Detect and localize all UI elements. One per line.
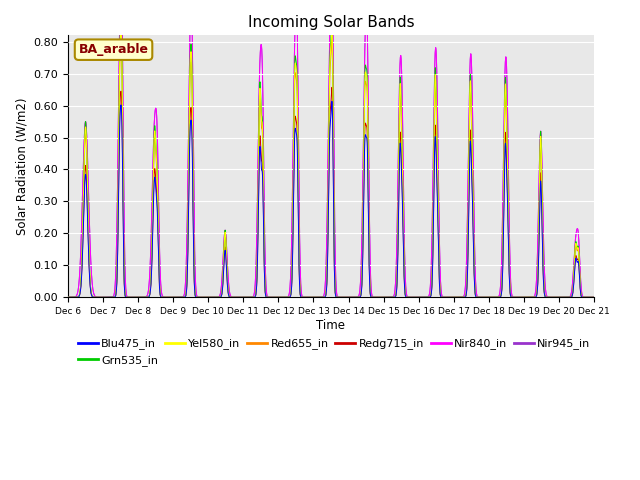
- Legend: Blu475_in, Grn535_in, Yel580_in, Red655_in, Redg715_in, Nir840_in, Nir945_in: Blu475_in, Grn535_in, Yel580_in, Red655_…: [74, 334, 595, 370]
- Text: BA_arable: BA_arable: [79, 43, 148, 56]
- Title: Incoming Solar Bands: Incoming Solar Bands: [248, 15, 414, 30]
- Y-axis label: Solar Radiation (W/m2): Solar Radiation (W/m2): [15, 97, 28, 235]
- X-axis label: Time: Time: [317, 319, 346, 332]
